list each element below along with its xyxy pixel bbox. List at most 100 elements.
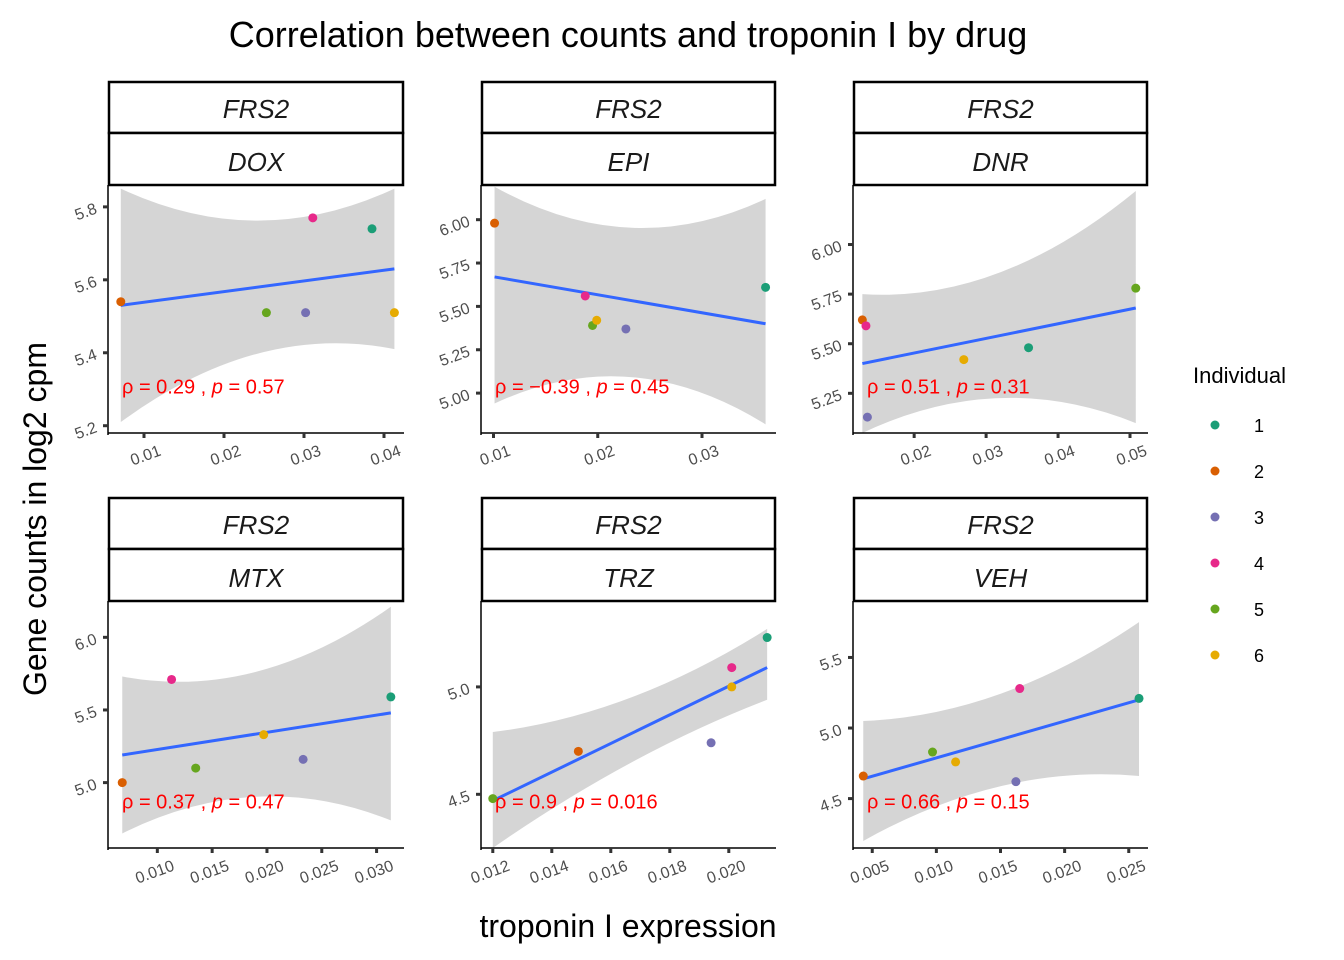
strip-drug-box bbox=[480, 131, 777, 187]
legend-label-2: 2 bbox=[1254, 462, 1264, 482]
y-tick-label: 5.75 bbox=[809, 288, 844, 315]
panel-mtx: FRS2 MTX 5.0 5.5 6.0 0.010 0.015 0.020 0.025 0.03… bbox=[73, 496, 405, 888]
y-tick-label: 4.5 bbox=[446, 788, 473, 812]
y-tick-label: 5.50 bbox=[437, 300, 472, 327]
correlation-annotation: ρ = 0.29 , p = 0.57 bbox=[122, 376, 285, 398]
legend-key-4 bbox=[1210, 558, 1220, 568]
y-tick-label: 5.25 bbox=[437, 344, 472, 371]
y-tick-label: 5.6 bbox=[73, 274, 100, 298]
x-tick-label: 0.020 bbox=[243, 858, 287, 888]
data-point-individual-2 bbox=[573, 746, 583, 756]
data-point-individual-3 bbox=[706, 738, 716, 748]
y-tick-label: 5.50 bbox=[809, 337, 844, 364]
data-point-individual-4 bbox=[1015, 684, 1025, 694]
data-point-individual-6 bbox=[259, 730, 269, 740]
x-tick-label: 0.01 bbox=[128, 443, 163, 470]
data-point-individual-6 bbox=[959, 355, 969, 365]
x-tick-label: 0.03 bbox=[288, 443, 323, 470]
p-value: = 0.31 bbox=[968, 376, 1030, 398]
x-tick-label: 0.05 bbox=[1114, 443, 1149, 470]
strip-gene-label: FRS2 bbox=[223, 510, 290, 540]
p-value: = 0.45 bbox=[608, 376, 670, 398]
data-point-individual-6 bbox=[727, 682, 737, 692]
panel-dox: FRS2 DOX 5.2 5.4 5.6 5.8 0.01 0.02 0.03 0.04 ρ = 0… bbox=[73, 80, 405, 470]
data-point-individual-3 bbox=[1011, 777, 1021, 787]
confidence-band bbox=[494, 186, 766, 425]
strip-drug-label: DNR bbox=[972, 147, 1028, 177]
data-point-individual-3 bbox=[301, 308, 311, 318]
x-tick-label: 0.025 bbox=[298, 858, 342, 888]
rho-symbol: ρ bbox=[122, 791, 133, 813]
strip-drug-box bbox=[480, 547, 777, 603]
regression-line bbox=[122, 711, 392, 757]
x-tick-label: 0.02 bbox=[898, 443, 933, 470]
strip-gene-label: FRS2 bbox=[223, 94, 290, 124]
p-symbol: p bbox=[211, 376, 223, 398]
strip-gene-label: FRS2 bbox=[967, 510, 1034, 540]
p-symbol: p bbox=[595, 376, 607, 398]
data-point-individual-1 bbox=[367, 224, 377, 234]
legend-label-6: 6 bbox=[1254, 646, 1264, 666]
rho-value: = 0.37 , bbox=[133, 791, 211, 813]
legend-label-5: 5 bbox=[1254, 600, 1264, 620]
regression-line bbox=[492, 666, 768, 803]
y-axis-title: Gene counts in log2 cpm bbox=[17, 342, 53, 696]
correlation-annotation: ρ = 0.37 , p = 0.47 bbox=[122, 791, 285, 813]
x-tick-label: 0.018 bbox=[646, 858, 690, 888]
rho-value: = 0.9 , bbox=[506, 791, 573, 813]
legend-key-3 bbox=[1210, 512, 1220, 522]
x-tick-label: 0.010 bbox=[912, 858, 956, 888]
y-tick-label: 5.5 bbox=[818, 651, 845, 675]
data-point-individual-1 bbox=[761, 282, 771, 292]
strip-drug-label: VEH bbox=[974, 563, 1028, 593]
x-tick-label: 0.005 bbox=[848, 858, 892, 888]
strip-drug-box bbox=[852, 131, 1149, 187]
confidence-band bbox=[492, 628, 768, 848]
rho-symbol: ρ bbox=[495, 376, 506, 398]
y-tick-label: 5.4 bbox=[73, 347, 100, 371]
x-tick-label: 0.020 bbox=[1041, 858, 1085, 888]
strip-gene-label: FRS2 bbox=[595, 510, 662, 540]
strip-drug-box bbox=[107, 131, 405, 187]
legend: Individual 1 2 3 4 5 6 bbox=[1193, 363, 1286, 666]
data-point-individual-3 bbox=[621, 324, 631, 334]
x-tick-label: 0.025 bbox=[1105, 858, 1149, 888]
panel-grid: FRS2 DOX 5.2 5.4 5.6 5.8 0.01 0.02 0.03 0.04 ρ = 0… bbox=[73, 80, 1149, 888]
rho-symbol: ρ bbox=[867, 376, 878, 398]
data-point-individual-5 bbox=[488, 794, 498, 804]
data-point-individual-4 bbox=[167, 674, 177, 684]
y-tick-label: 5.0 bbox=[818, 722, 845, 746]
data-point-individual-1 bbox=[1134, 693, 1144, 703]
x-tick-label: 0.014 bbox=[528, 858, 572, 888]
regression-line bbox=[494, 275, 766, 326]
legend-label-3: 3 bbox=[1254, 508, 1264, 528]
confidence-band bbox=[863, 622, 1140, 841]
panel-epi: FRS2 EPI 5.00 5.25 5.50 5.75 6.00 0.01 0.02 0.03 ρ… bbox=[437, 80, 777, 470]
data-point-individual-3 bbox=[862, 412, 872, 422]
panel-veh: FRS2 VEH 4.5 5.0 5.5 0.005 0.010 0.015 0.020 0.02… bbox=[818, 496, 1149, 888]
x-tick-label: 0.03 bbox=[970, 443, 1005, 470]
rho-symbol: ρ bbox=[122, 376, 133, 398]
strip-gene-label: FRS2 bbox=[967, 94, 1034, 124]
confidence-band bbox=[120, 188, 395, 423]
strip-gene-box bbox=[107, 496, 405, 551]
x-tick-label: 0.020 bbox=[705, 858, 749, 888]
x-tick-label: 0.02 bbox=[582, 443, 617, 470]
x-axis-title: troponin I expression bbox=[479, 908, 776, 944]
panel-dnr: FRS2 DNR 5.25 5.50 5.75 6.00 0.02 0.03 0.04 0.05 ρ… bbox=[809, 80, 1149, 470]
strip-drug-label: MTX bbox=[229, 563, 286, 593]
p-symbol: p bbox=[211, 791, 223, 813]
rho-value: = 0.29 , bbox=[133, 376, 211, 398]
y-tick-label: 5.00 bbox=[437, 387, 472, 414]
data-point-individual-5 bbox=[928, 747, 938, 757]
correlation-annotation: ρ = 0.9 , p = 0.016 bbox=[495, 791, 658, 813]
x-tick-label: 0.04 bbox=[1042, 443, 1077, 470]
confidence-band bbox=[862, 190, 1136, 433]
y-tick-label: 4.5 bbox=[818, 792, 845, 816]
p-value: = 0.15 bbox=[968, 791, 1030, 813]
p-symbol: p bbox=[956, 376, 968, 398]
data-point-individual-1 bbox=[1024, 343, 1034, 353]
rho-value: = −0.39 , bbox=[506, 376, 596, 398]
rho-value: = 0.66 , bbox=[878, 791, 956, 813]
data-point-individual-1 bbox=[386, 692, 396, 702]
